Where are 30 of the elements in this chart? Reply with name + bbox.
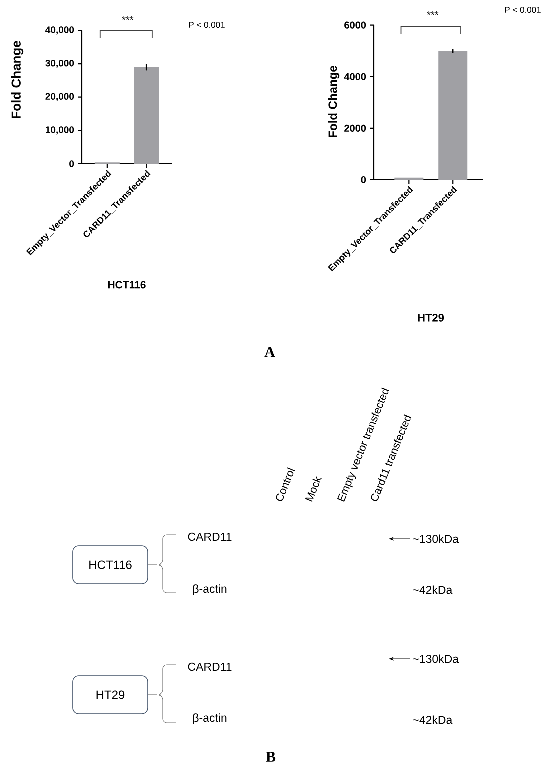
text: CARD11	[188, 532, 232, 542]
y-axis-title: Fold Change	[328, 66, 340, 138]
y-tick-label: 0	[361, 176, 366, 184]
y-tick-label: 0	[70, 160, 74, 168]
x-axis-title: HT29	[418, 314, 444, 322]
text: β-actin	[193, 584, 227, 596]
text: CARD11	[188, 662, 232, 672]
y-tick-label: 4000	[344, 73, 366, 80]
text: HCT116	[90, 560, 132, 570]
y-tick-label: 20,000	[46, 93, 74, 102]
text: ~42kDa	[413, 716, 453, 724]
y-tick-label: 40,000	[46, 26, 74, 35]
y-axis-title: Fold Change	[11, 41, 24, 118]
text: β-actin	[193, 714, 227, 724]
text: ***	[122, 16, 134, 20]
y-tick-label: 10,000	[46, 126, 74, 135]
text: P < 0.001	[505, 7, 541, 14]
text: ~130kDa	[413, 654, 460, 664]
text: P < 0.001	[189, 22, 225, 28]
text: A	[264, 347, 276, 357]
text: ~130kDa	[413, 534, 460, 544]
y-tick-label: 2000	[344, 124, 366, 132]
text: HT29	[96, 690, 125, 700]
text: ***	[427, 12, 439, 16]
y-tick-label: 30,000	[46, 60, 74, 68]
text: ~42kDa	[413, 586, 453, 594]
x-axis-title: HCT116	[108, 281, 146, 289]
y-tick-label: 6000	[344, 22, 366, 29]
text: Mock	[305, 476, 322, 502]
text: B	[266, 752, 276, 762]
